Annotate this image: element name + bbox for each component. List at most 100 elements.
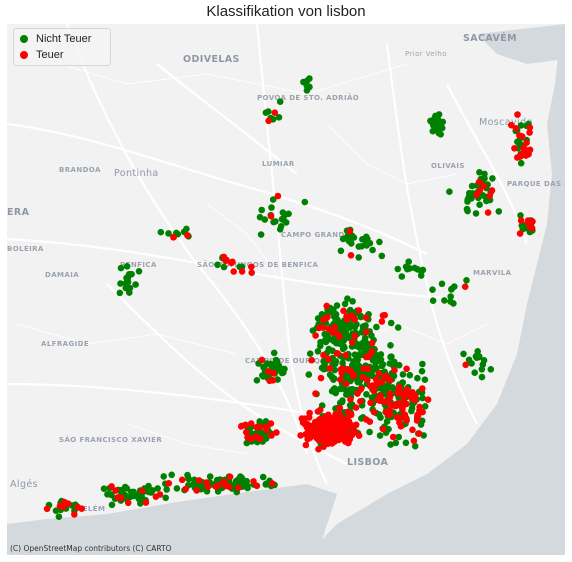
point-nicht-teuer bbox=[259, 473, 267, 481]
place-label: BELÉM bbox=[77, 504, 105, 513]
point-teuer bbox=[247, 435, 255, 442]
point-teuer bbox=[323, 302, 331, 310]
point-nicht-teuer bbox=[418, 367, 426, 375]
point-nicht-teuer bbox=[463, 205, 471, 213]
point-teuer bbox=[462, 361, 470, 369]
point-teuer bbox=[337, 376, 344, 384]
point-teuer bbox=[351, 332, 359, 340]
point-nicht-teuer bbox=[437, 122, 444, 129]
point-teuer bbox=[258, 356, 266, 364]
point-nicht-teuer bbox=[100, 485, 108, 493]
point-teuer bbox=[340, 436, 348, 444]
point-teuer bbox=[165, 480, 173, 487]
point-teuer bbox=[340, 307, 347, 315]
point-teuer bbox=[486, 192, 494, 200]
point-teuer bbox=[43, 505, 51, 513]
point-nicht-teuer bbox=[349, 298, 356, 305]
legend-label: Teuer bbox=[36, 49, 64, 61]
point-teuer bbox=[305, 430, 313, 438]
point-nicht-teuer bbox=[463, 277, 470, 284]
point-nicht-teuer bbox=[419, 360, 426, 368]
point-teuer bbox=[108, 483, 115, 490]
point-nicht-teuer bbox=[446, 188, 453, 195]
point-teuer bbox=[325, 411, 332, 419]
point-nicht-teuer bbox=[262, 109, 270, 116]
point-nicht-teuer bbox=[465, 193, 473, 201]
point-teuer bbox=[312, 390, 319, 397]
point-teuer bbox=[374, 396, 382, 404]
place-label: DAMAIA bbox=[45, 271, 79, 279]
point-nicht-teuer bbox=[495, 208, 503, 215]
point-nicht-teuer bbox=[350, 361, 358, 368]
point-teuer bbox=[475, 178, 483, 186]
point-nicht-teuer bbox=[269, 196, 277, 203]
point-teuer bbox=[526, 124, 534, 131]
point-teuer bbox=[112, 487, 119, 494]
point-teuer bbox=[393, 414, 401, 421]
point-nicht-teuer bbox=[387, 319, 395, 327]
point-nicht-teuer bbox=[447, 293, 455, 300]
point-nicht-teuer bbox=[272, 218, 279, 225]
point-nicht-teuer bbox=[435, 129, 443, 137]
point-teuer bbox=[488, 187, 496, 194]
point-teuer bbox=[308, 356, 316, 364]
point-nicht-teuer bbox=[395, 433, 403, 441]
point-teuer bbox=[397, 423, 405, 430]
place-label: ERA bbox=[7, 207, 30, 218]
point-nicht-teuer bbox=[421, 376, 429, 384]
point-teuer bbox=[182, 485, 189, 493]
point-teuer bbox=[270, 369, 277, 377]
point-nicht-teuer bbox=[388, 353, 395, 361]
point-teuer bbox=[375, 370, 383, 377]
point-nicht-teuer bbox=[163, 486, 170, 493]
point-nicht-teuer bbox=[399, 371, 407, 378]
point-teuer bbox=[516, 132, 523, 139]
point-teuer bbox=[320, 351, 327, 359]
point-teuer bbox=[178, 476, 186, 484]
point-nicht-teuer bbox=[357, 312, 364, 320]
point-nicht-teuer bbox=[162, 494, 169, 502]
point-teuer bbox=[193, 487, 200, 494]
point-teuer bbox=[320, 443, 327, 451]
point-nicht-teuer bbox=[404, 265, 411, 273]
point-nicht-teuer bbox=[328, 373, 336, 380]
point-teuer bbox=[303, 424, 311, 432]
point-teuer bbox=[297, 432, 304, 439]
point-nicht-teuer bbox=[123, 263, 131, 270]
point-nicht-teuer bbox=[243, 477, 250, 485]
point-nicht-teuer bbox=[214, 261, 221, 269]
point-nicht-teuer bbox=[394, 265, 402, 273]
point-teuer bbox=[344, 366, 352, 373]
point-teuer bbox=[409, 426, 416, 434]
point-nicht-teuer bbox=[429, 286, 436, 294]
point-nicht-teuer bbox=[342, 330, 350, 338]
point-teuer bbox=[523, 139, 530, 146]
point-nicht-teuer bbox=[361, 334, 369, 342]
point-nicht-teuer bbox=[107, 491, 115, 498]
point-nicht-teuer bbox=[353, 342, 360, 350]
point-teuer bbox=[344, 408, 352, 416]
point-nicht-teuer bbox=[441, 297, 448, 304]
point-teuer bbox=[362, 314, 370, 322]
place-label: Algés bbox=[10, 479, 38, 490]
point-nicht-teuer bbox=[280, 216, 288, 224]
point-nicht-teuer bbox=[270, 349, 278, 357]
place-label: Prior Velho bbox=[405, 50, 447, 58]
point-teuer bbox=[413, 417, 421, 424]
point-teuer bbox=[424, 396, 432, 404]
place-label: CAMPO GRANDE bbox=[281, 231, 350, 239]
point-teuer bbox=[317, 374, 325, 382]
point-nicht-teuer bbox=[450, 300, 457, 307]
map-panel[interactable]: SACAVÉM ODIVELAS Prior Velho POVOA DE ST… bbox=[7, 24, 565, 555]
point-nicht-teuer bbox=[301, 198, 309, 206]
point-teuer bbox=[352, 421, 360, 429]
point-nicht-teuer bbox=[395, 361, 403, 369]
point-nicht-teuer bbox=[392, 439, 400, 447]
point-nicht-teuer bbox=[154, 485, 161, 492]
point-nicht-teuer bbox=[349, 385, 356, 393]
point-teuer bbox=[511, 145, 518, 152]
point-nicht-teuer bbox=[256, 418, 263, 425]
point-nicht-teuer bbox=[344, 295, 351, 303]
point-nicht-teuer bbox=[355, 254, 363, 261]
point-nicht-teuer bbox=[258, 206, 265, 214]
